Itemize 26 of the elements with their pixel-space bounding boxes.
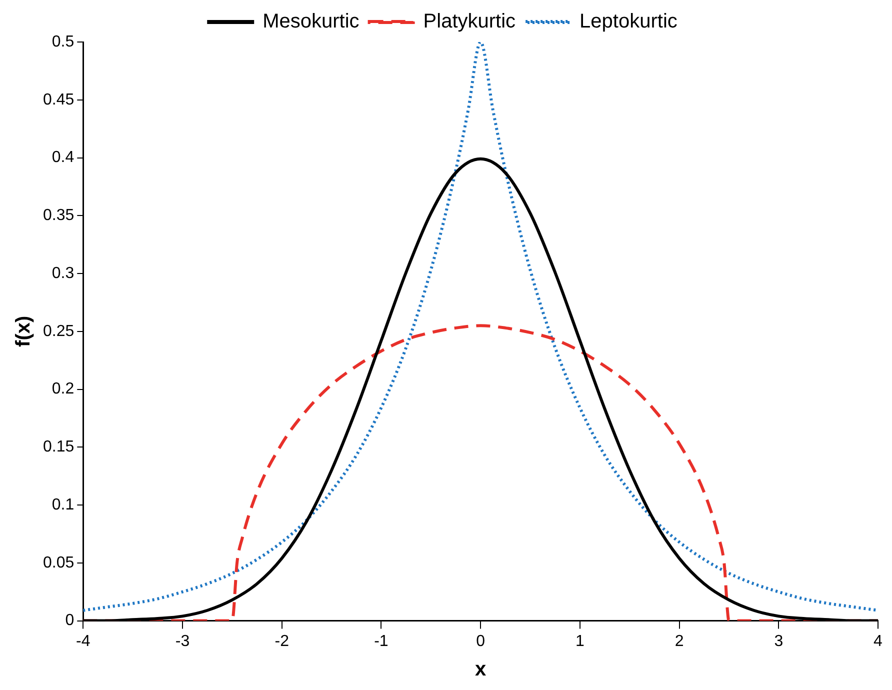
x-tick-label: -1 (374, 632, 388, 650)
x-tick-label: 2 (674, 632, 684, 650)
y-tick-label: 0.5 (52, 33, 74, 50)
y-tick-label: 0.3 (52, 264, 74, 282)
x-tick-label: 0 (476, 632, 486, 650)
y-tick-label: 0.2 (52, 380, 74, 398)
y-tick-label: 0.4 (52, 149, 74, 166)
x-tick-label: 3 (774, 632, 784, 650)
y-tick-label: 0 (65, 612, 74, 630)
legend-label: Leptokurtic (580, 10, 678, 33)
x-tick-label: -3 (175, 632, 190, 650)
y-tick-label: 0.45 (43, 91, 74, 108)
x-tick-label: 4 (874, 632, 883, 650)
y-tick-label: 0.1 (52, 496, 74, 514)
legend-label: Platykurtic (423, 10, 516, 33)
y-tick-label: 0.05 (43, 554, 74, 572)
legend-label: Mesokurtic (262, 10, 360, 33)
x-tick-label: -4 (76, 632, 90, 650)
x-axis-title: x (475, 658, 486, 681)
x-tick-label: 1 (575, 632, 584, 650)
y-tick-label: 0.15 (43, 438, 74, 456)
line-series (83, 42, 878, 612)
x-tick-label: -2 (274, 632, 290, 650)
y-axis-title: f(x) (12, 316, 35, 347)
y-tick-label: 0.25 (43, 322, 74, 340)
y-tick-label: 0.35 (43, 207, 74, 224)
